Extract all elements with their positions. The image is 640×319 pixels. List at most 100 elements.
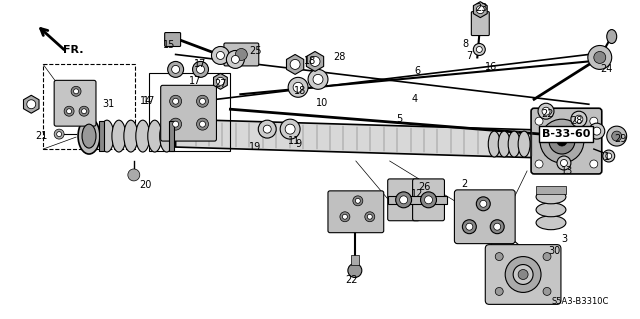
Ellipse shape bbox=[160, 120, 173, 152]
Polygon shape bbox=[474, 2, 487, 18]
Bar bbox=[536, 186, 566, 194]
Circle shape bbox=[538, 103, 554, 119]
Circle shape bbox=[200, 121, 205, 127]
Text: 11: 11 bbox=[288, 136, 300, 146]
Circle shape bbox=[74, 89, 79, 94]
Text: FR.: FR. bbox=[63, 45, 84, 55]
Text: 10: 10 bbox=[316, 98, 328, 108]
Circle shape bbox=[173, 98, 179, 104]
Circle shape bbox=[557, 136, 567, 146]
Bar bbox=[388, 196, 447, 204]
Text: 8: 8 bbox=[462, 39, 468, 48]
Circle shape bbox=[557, 156, 571, 170]
Circle shape bbox=[196, 118, 209, 130]
FancyBboxPatch shape bbox=[485, 245, 561, 304]
Text: 26: 26 bbox=[419, 182, 431, 192]
Circle shape bbox=[67, 109, 72, 114]
Circle shape bbox=[285, 124, 295, 134]
Text: 1: 1 bbox=[604, 152, 610, 162]
FancyBboxPatch shape bbox=[54, 80, 96, 126]
Text: 2: 2 bbox=[461, 179, 467, 189]
Ellipse shape bbox=[136, 120, 150, 152]
Ellipse shape bbox=[508, 131, 520, 157]
Circle shape bbox=[236, 48, 247, 60]
Text: 13: 13 bbox=[561, 166, 573, 176]
Ellipse shape bbox=[78, 118, 100, 154]
Polygon shape bbox=[214, 73, 227, 89]
Circle shape bbox=[193, 62, 209, 78]
Circle shape bbox=[313, 74, 323, 84]
Circle shape bbox=[513, 264, 533, 285]
Circle shape bbox=[172, 65, 180, 73]
Circle shape bbox=[476, 197, 490, 211]
Circle shape bbox=[54, 129, 64, 139]
Circle shape bbox=[607, 126, 627, 146]
Circle shape bbox=[535, 160, 543, 168]
Polygon shape bbox=[175, 119, 579, 159]
Text: 19: 19 bbox=[249, 142, 261, 152]
Circle shape bbox=[518, 270, 528, 279]
Circle shape bbox=[168, 62, 184, 78]
Ellipse shape bbox=[536, 203, 566, 217]
Text: 28: 28 bbox=[333, 52, 346, 63]
Text: 30: 30 bbox=[548, 246, 560, 256]
Circle shape bbox=[293, 82, 303, 92]
Circle shape bbox=[64, 106, 74, 116]
Text: B-33-60: B-33-60 bbox=[542, 129, 591, 139]
Circle shape bbox=[535, 117, 543, 125]
Text: 17: 17 bbox=[189, 76, 202, 86]
Circle shape bbox=[367, 214, 372, 219]
Circle shape bbox=[495, 287, 503, 295]
Text: 22: 22 bbox=[346, 276, 358, 286]
Text: 17: 17 bbox=[143, 96, 155, 106]
Bar bbox=[99, 121, 104, 151]
Circle shape bbox=[280, 119, 300, 139]
Text: 3: 3 bbox=[561, 234, 567, 244]
Circle shape bbox=[462, 220, 476, 234]
Circle shape bbox=[310, 56, 320, 66]
Circle shape bbox=[79, 106, 89, 116]
FancyBboxPatch shape bbox=[531, 108, 602, 174]
FancyBboxPatch shape bbox=[224, 43, 259, 66]
Text: 18: 18 bbox=[304, 56, 316, 66]
Circle shape bbox=[81, 109, 86, 114]
Polygon shape bbox=[24, 95, 39, 113]
Circle shape bbox=[561, 160, 568, 167]
Circle shape bbox=[590, 160, 598, 168]
Text: 25: 25 bbox=[249, 47, 262, 56]
Circle shape bbox=[549, 128, 575, 154]
Circle shape bbox=[543, 287, 551, 295]
Circle shape bbox=[355, 198, 360, 203]
Circle shape bbox=[308, 70, 328, 89]
Text: 15: 15 bbox=[163, 40, 175, 49]
Ellipse shape bbox=[148, 120, 162, 152]
FancyBboxPatch shape bbox=[328, 191, 384, 233]
Circle shape bbox=[603, 150, 614, 162]
Circle shape bbox=[200, 98, 205, 104]
Text: 31: 31 bbox=[103, 99, 115, 109]
Bar bbox=[44, 64, 135, 149]
Text: 4: 4 bbox=[412, 94, 418, 104]
Circle shape bbox=[543, 253, 551, 261]
Circle shape bbox=[170, 118, 182, 130]
Circle shape bbox=[590, 117, 598, 125]
Circle shape bbox=[480, 200, 487, 207]
Bar bbox=[351, 255, 359, 264]
Circle shape bbox=[575, 115, 583, 123]
Circle shape bbox=[474, 43, 485, 56]
FancyBboxPatch shape bbox=[161, 85, 216, 141]
Circle shape bbox=[542, 107, 550, 115]
FancyBboxPatch shape bbox=[164, 33, 180, 47]
Text: 7: 7 bbox=[466, 51, 472, 62]
Circle shape bbox=[505, 256, 541, 293]
Ellipse shape bbox=[488, 131, 500, 157]
Circle shape bbox=[612, 131, 621, 141]
Circle shape bbox=[490, 220, 504, 234]
Circle shape bbox=[342, 214, 348, 219]
Ellipse shape bbox=[607, 30, 617, 43]
Circle shape bbox=[196, 65, 205, 73]
Text: 24: 24 bbox=[600, 64, 613, 74]
FancyBboxPatch shape bbox=[388, 179, 420, 221]
Text: 22: 22 bbox=[541, 109, 553, 119]
Circle shape bbox=[211, 47, 229, 64]
